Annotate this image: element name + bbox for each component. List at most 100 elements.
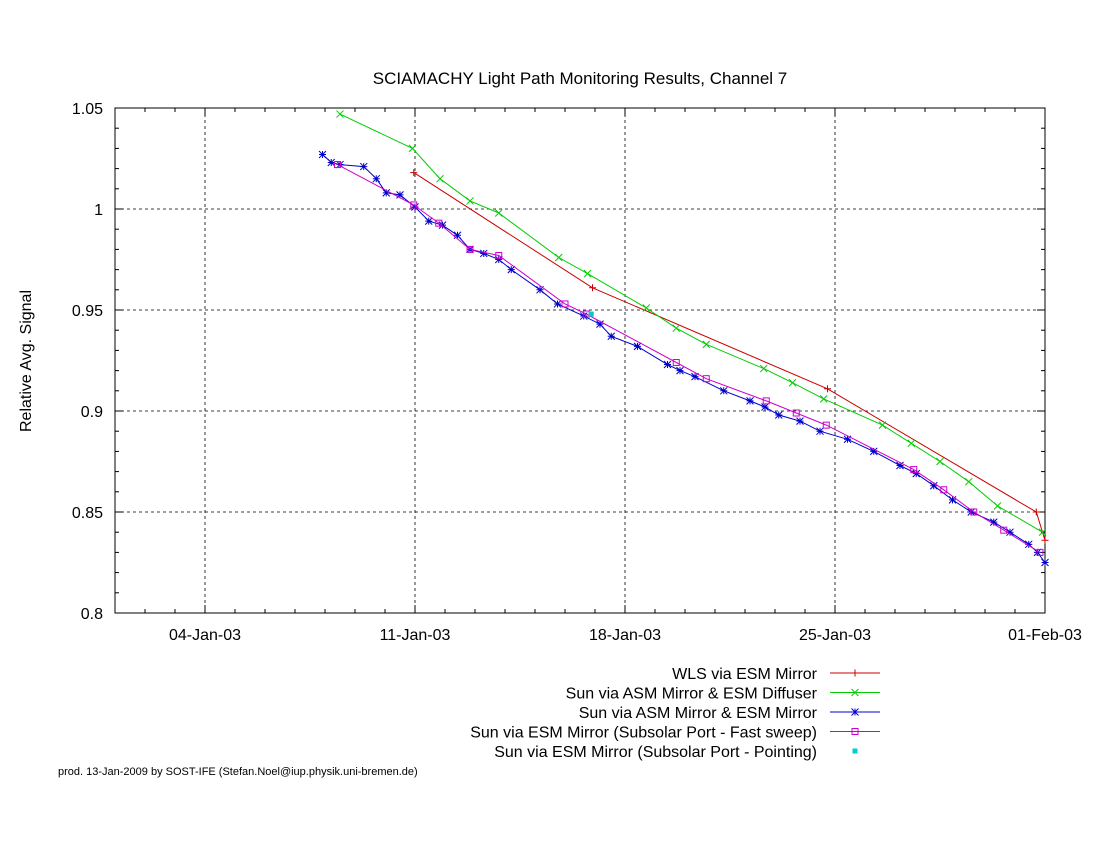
legend-label: Sun via ESM Mirror (Subsolar Port - Fast… [470,725,817,742]
data-point [466,197,474,205]
series-3 [318,150,1049,567]
series-4 [334,161,1044,556]
data-point [334,161,341,169]
y-tick-label: 1 [94,202,103,219]
data-point [424,217,433,225]
x-tick-label: 11-Jan-03 [380,627,451,644]
credit-line: prod. 13-Jan-2009 by SOST-IFE (Stefan.No… [58,766,418,778]
y-axis-label: Relative Avg. Signal [18,290,35,432]
data-point [318,150,327,159]
legend-label: WLS via ESM Mirror [672,666,818,683]
data-point [792,409,800,417]
data-point [759,364,768,373]
data-point [851,728,859,735]
data-point [676,366,684,375]
data-point [589,284,596,292]
data-point [494,255,503,264]
data-point [1041,558,1049,567]
data-point [642,304,651,312]
data-point [691,372,699,381]
data-point [970,508,978,516]
data-point [1041,536,1049,544]
data-point [774,411,783,419]
data-point [869,447,878,456]
chart-title: SCIAMACHY Light Path Monitoring Results,… [373,69,788,88]
data-point [1038,528,1047,537]
legend-item: Sun via ESM Mirror (Subsolar Port - Poin… [494,744,858,761]
data-point [896,461,904,470]
series-line [322,154,1046,563]
legend: WLS via ESM Mirror Sun via ASM Mirror & E… [470,666,880,761]
data-point [929,481,938,490]
y-tick-label: 1.05 [72,101,103,118]
data-point [822,421,830,429]
data-point [583,269,592,278]
data-point [408,144,417,153]
data-point [336,110,344,118]
data-point [495,251,503,259]
data-point [372,174,381,183]
data-point [410,201,418,209]
data-point [1036,548,1044,556]
data-point [702,375,710,383]
grid [115,108,1045,613]
data-point [719,386,728,395]
data-point [761,403,769,411]
axis-ticks: 0.8 0.85 0.9 0.95 1 1.05 04-Jan-03 11-Jan-03 18-… [72,101,1082,644]
data-point [948,496,957,504]
data-point [762,397,770,405]
legend-label: Sun via ESM Mirror (Subsolar Port - Poin… [494,744,817,761]
data-point [1000,526,1008,534]
x-tick-label: 25-Jan-03 [799,627,871,644]
data-point [494,209,503,217]
data-point [940,486,948,494]
data-point [410,169,418,177]
data-point [596,320,604,328]
data-point [907,439,916,448]
data-point [796,417,804,425]
series-line [337,164,1041,553]
data-point [435,219,443,227]
data-point [554,253,563,262]
data-point [788,378,797,387]
plot-frame [114,107,1046,614]
data-point [1006,528,1014,537]
data-point [1024,540,1033,549]
data-point [588,311,594,317]
series-5 [588,311,594,317]
y-tick-label: 0.85 [72,505,103,522]
data-point [436,174,444,183]
data-point [702,340,711,349]
data-point [851,688,859,697]
data-point [553,300,562,308]
data-point [672,359,680,367]
data-point [964,477,973,486]
data-point [607,332,616,341]
y-tick-label: 0.95 [72,303,103,320]
data-point [993,502,1002,510]
data-point [824,385,831,393]
data-point [453,231,462,240]
data-point [672,324,681,333]
legend-item: WLS via ESM Mirror [672,666,880,683]
legend-label: Sun via ASM Mirror & ESM Diffuser [566,686,818,703]
series-2 [336,110,1047,537]
series-line [339,113,1043,533]
x-tick-label: 01-Feb-03 [1008,627,1082,644]
data-point [561,300,569,308]
data-point [663,360,672,369]
data-point [989,518,998,526]
series-group [318,110,1049,567]
data-point [633,342,642,351]
data-point [382,188,391,197]
x-tick-label: 04-Jan-03 [169,627,241,644]
data-point [359,162,368,171]
x-tick-label: 18-Jan-03 [589,627,661,644]
data-point [411,203,419,211]
data-point [851,708,859,716]
legend-label: Sun via ASM Mirror & ESM Mirror [579,705,818,722]
data-point [819,395,828,403]
data-point [507,265,516,274]
data-point [438,221,447,230]
